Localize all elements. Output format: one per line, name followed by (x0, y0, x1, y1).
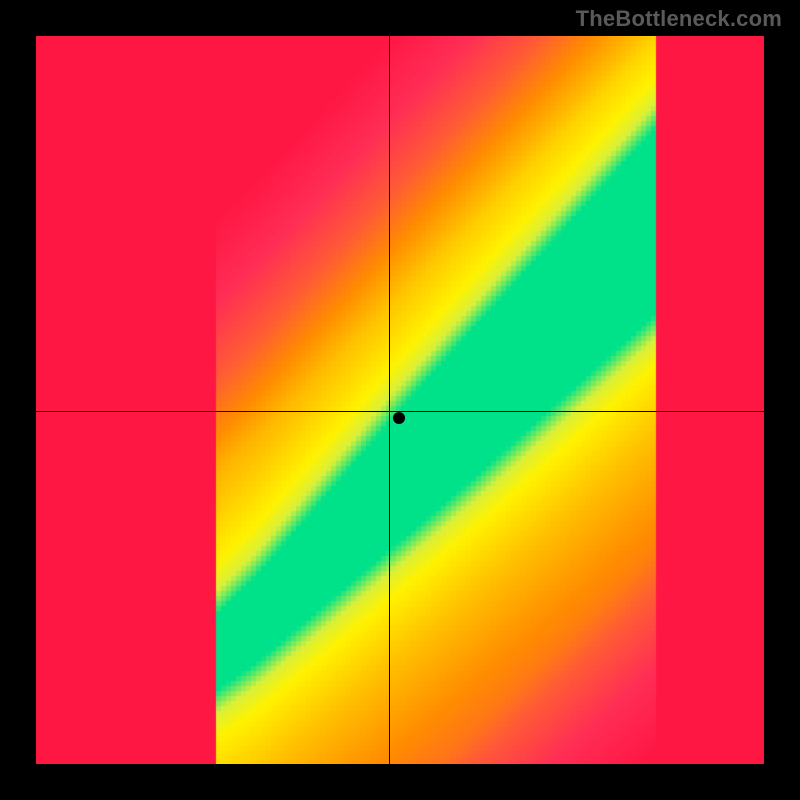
watermark-text: TheBottleneck.com (576, 6, 782, 32)
figure-container: TheBottleneck.com (0, 0, 800, 800)
marker-point (393, 412, 405, 424)
crosshair-vertical (389, 36, 390, 764)
bottleneck-heatmap (36, 36, 764, 764)
